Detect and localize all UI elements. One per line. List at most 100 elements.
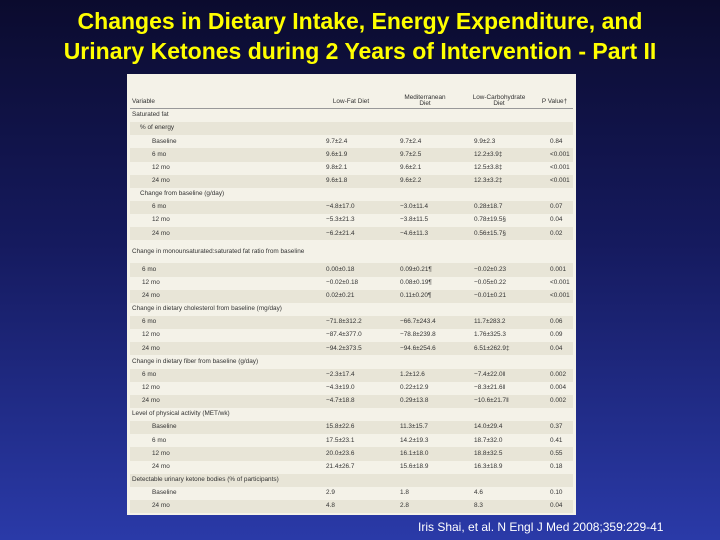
cell-p-value: 0.02: [536, 227, 573, 241]
table-row: Saturated fat: [130, 109, 573, 123]
cell-p-value: [536, 355, 573, 368]
cell-low-fat: −4.3±19.0: [326, 383, 355, 391]
cell-low-fat: 4.8: [314, 499, 388, 514]
row-label: 6 mo: [152, 436, 167, 444]
cell-low-fat: −0.02±0.18: [326, 278, 359, 286]
row-label: 24 mo: [130, 174, 314, 188]
table-row: 24 mo −6.2±21.4 −4.6±11.3 0.56±15.7§ 0.02: [130, 227, 573, 241]
table-row: 24 mo −94.2±373.5 −94.6±254.6 6.51±262.9‡ 0.…: [130, 342, 573, 356]
cell-low-carb: [462, 109, 536, 123]
cell-mediterranean: −78.8±239.8: [400, 331, 436, 339]
cell-mediterranean: 0.09±0.21¶: [388, 263, 462, 277]
row-label: 24 mo: [152, 462, 170, 470]
cell-mediterranean: 1.8: [400, 489, 409, 497]
dietary-intake-table: Variable Low-Fat Diet Mediterranean Diet…: [130, 76, 573, 514]
header-mediterranean: Mediterranean Diet: [388, 76, 462, 109]
row-label: 24 mo: [130, 342, 314, 356]
table-row: Detectable urinary ketone bodies (% of p…: [130, 473, 573, 487]
table-row: Baseline 2.9 1.8 4.6 0.10: [130, 487, 573, 500]
row-label: Change in monounsaturated:saturated fat …: [132, 247, 305, 255]
table-row: 12 mo 9.8±2.1 9.6±2.1 12.5±3.8‡ <0.001: [130, 162, 573, 175]
row-label: 24 mo: [130, 499, 314, 514]
cell-p-value: 0.07: [536, 200, 573, 215]
table-row: 12 mo −4.3±19.0 0.22±12.9 −8.3±21.6‖ 0.004: [130, 382, 573, 395]
row-label: 12 mo: [152, 216, 170, 224]
cell-p-value: [536, 408, 573, 421]
table-row: Level of physical activity (MET/wk): [130, 408, 573, 421]
cell-p-value: 0.04: [536, 499, 573, 514]
cell-low-fat: −87.4±377.0: [326, 331, 362, 339]
cell-low-fat: [314, 188, 388, 201]
cell-mediterranean: 2.8: [388, 499, 462, 514]
row-label: 6 mo: [130, 263, 314, 277]
row-label: Change from baseline (g/day): [140, 190, 225, 198]
cell-p-value: <0.001: [550, 278, 570, 286]
row-label: 6 mo: [130, 315, 314, 330]
cell-low-fat: 20.0±23.6: [314, 447, 388, 461]
row-label: 24 mo: [130, 394, 314, 408]
cell-low-fat: −4.8±17.0: [314, 200, 388, 215]
cell-low-carb: [462, 408, 536, 421]
cell-mediterranean: 0.11±0.20¶: [388, 289, 462, 303]
row-label: 6 mo: [130, 368, 314, 382]
cell-low-carb: 0.28±18.7: [462, 200, 536, 215]
cell-mediterranean: 15.6±18.9: [400, 462, 429, 470]
cell-p-value: <0.001: [536, 174, 573, 188]
cell-mediterranean: [388, 355, 462, 368]
table-body: Saturated fat% of energy Baseline 9.7±2.4 9…: [130, 109, 573, 514]
table-row: 12 mo −5.3±21.3 −3.8±11.5 0.78±19.5§ 0.04: [130, 214, 573, 227]
cell-p-value: 0.001: [536, 263, 573, 277]
cell-mediterranean: 0.22±12.9: [400, 383, 429, 391]
row-label: Baseline: [130, 421, 314, 435]
cell-mediterranean: −94.6±254.6: [388, 342, 462, 356]
cell-low-fat: 17.5±23.1: [326, 436, 355, 444]
cell-p-value: <0.001: [536, 148, 573, 162]
cell-low-fat: 9.8±2.1: [326, 163, 348, 171]
cell-mediterranean: [388, 122, 462, 136]
cell-low-carb: 12.2±3.9‡: [462, 148, 536, 162]
header-low-carb: Low-Carbohydrate Diet: [462, 76, 536, 109]
cell-low-fat: −71.8±312.2: [314, 315, 388, 330]
cell-low-fat: 0.02±0.21: [314, 289, 388, 303]
cell-mediterranean: −3.8±11.5: [400, 216, 429, 224]
slide-title: Changes in Dietary Intake, Energy Expend…: [0, 6, 720, 66]
cell-low-fat: −2.3±17.4: [314, 368, 388, 382]
table-row: 6 mo −71.8±312.2 −66.7±243.4 11.7±283.2 0.06: [130, 315, 573, 330]
cell-mediterranean: 1.2±12.6: [388, 368, 462, 382]
row-label: % of energy: [130, 122, 314, 136]
cell-mediterranean: [388, 240, 462, 263]
cell-p-value: 0.55: [536, 447, 573, 461]
cell-low-fat: 15.8±22.6: [314, 421, 388, 435]
row-label: 24 mo: [130, 227, 314, 241]
cell-low-fat: [314, 109, 388, 123]
cell-p-value: 0.002: [536, 394, 573, 408]
cell-low-carb: 0.56±15.7§: [462, 227, 536, 241]
table-row: % of energy: [130, 122, 573, 136]
cell-low-fat: [314, 303, 388, 316]
table-row: 12 mo −0.02±0.18 0.08±0.19¶ −0.05±0.22 <0.00…: [130, 277, 573, 290]
cell-low-carb: 12.3±3.2‡: [462, 174, 536, 188]
cell-low-carb: 18.8±32.5: [462, 447, 536, 461]
cell-low-fat: [314, 240, 388, 263]
cell-p-value: [536, 188, 573, 201]
cell-low-carb: [462, 473, 536, 487]
cell-mediterranean: −66.7±243.4: [388, 315, 462, 330]
table-row: 6 mo −4.8±17.0 −3.0±11.4 0.28±18.7 0.07: [130, 200, 573, 215]
cell-p-value: <0.001: [536, 289, 573, 303]
table-header-row: Variable Low-Fat Diet Mediterranean Diet…: [130, 76, 573, 109]
cell-low-fat: [314, 355, 388, 368]
cell-low-fat: [314, 473, 388, 487]
cell-low-carb: −7.4±22.0‖: [462, 368, 536, 382]
cell-low-carb: 18.7±32.0: [474, 436, 503, 444]
cell-low-fat: [314, 408, 388, 421]
cell-p-value: 0.41: [550, 436, 563, 444]
cell-mediterranean: [388, 408, 462, 421]
cell-p-value: [536, 122, 573, 136]
table-row: 12 mo 20.0±23.6 16.1±18.0 18.8±32.5 0.55: [130, 447, 573, 461]
table-row: 6 mo 0.00±0.18 0.09±0.21¶ −0.02±0.23 0.001: [130, 263, 573, 277]
header-low-fat: Low-Fat Diet: [314, 76, 388, 109]
cell-p-value: 0.04: [536, 342, 573, 356]
row-label: Change in dietary fiber from baseline (g…: [132, 357, 259, 365]
table-row: 24 mo 4.8 2.8 8.3 0.04: [130, 499, 573, 514]
cell-mediterranean: [388, 188, 462, 201]
